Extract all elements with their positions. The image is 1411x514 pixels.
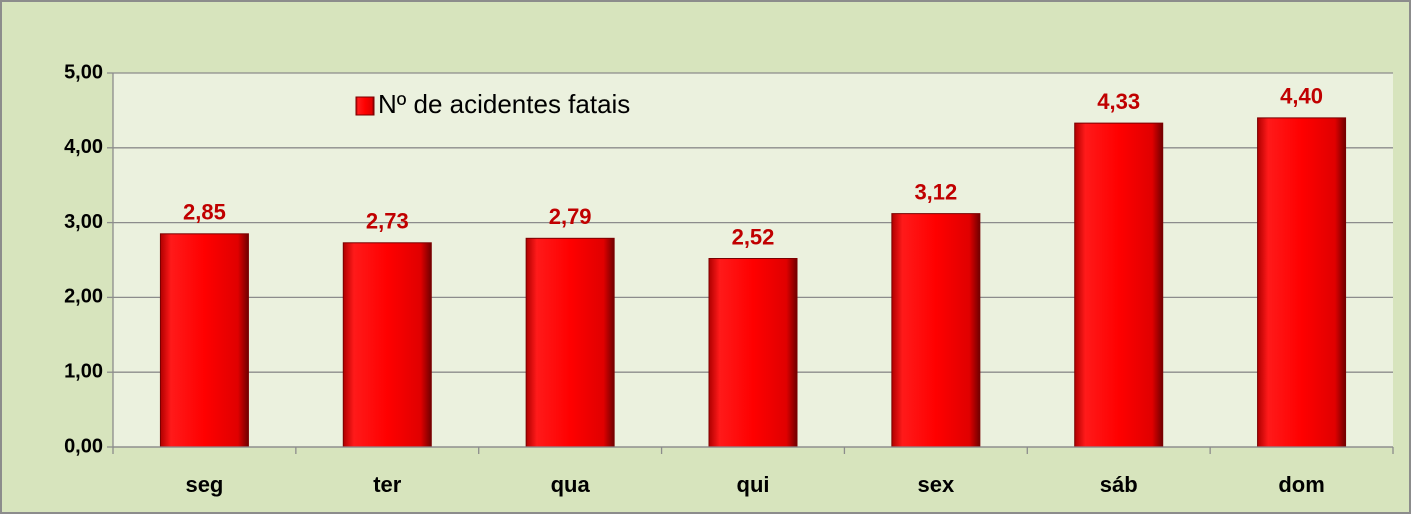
bar bbox=[891, 213, 981, 448]
y-tick-label: 2,00 bbox=[64, 286, 103, 308]
y-tick-label: 5,00 bbox=[64, 61, 103, 83]
legend-label: Nº de acidentes fatais bbox=[378, 89, 630, 119]
y-tick-label: 0,00 bbox=[64, 435, 103, 457]
x-tick-label: qui bbox=[737, 472, 770, 497]
y-tick-label: 4,00 bbox=[64, 136, 103, 158]
data-label: 2,79 bbox=[549, 204, 592, 229]
bar bbox=[342, 242, 432, 448]
bar bbox=[708, 258, 798, 448]
bar bbox=[1257, 117, 1347, 448]
data-label: 2,73 bbox=[366, 209, 409, 234]
data-label: 2,52 bbox=[732, 224, 775, 249]
x-tick-label: sáb bbox=[1100, 472, 1138, 497]
x-tick-label: dom bbox=[1278, 472, 1324, 497]
bar bbox=[1074, 122, 1164, 448]
x-tick-label: seg bbox=[185, 472, 223, 497]
y-tick-label: 3,00 bbox=[64, 211, 103, 233]
bar bbox=[525, 237, 615, 448]
data-label: 2,85 bbox=[183, 200, 226, 225]
legend-swatch bbox=[355, 96, 375, 116]
y-tick-label: 1,00 bbox=[64, 360, 103, 382]
data-label: 3,12 bbox=[914, 179, 957, 204]
x-tick-label: sex bbox=[917, 472, 954, 497]
data-label: 4,40 bbox=[1280, 84, 1323, 109]
data-label: 4,33 bbox=[1097, 89, 1140, 114]
x-tick-label: ter bbox=[373, 472, 402, 497]
x-tick-label: qua bbox=[551, 472, 591, 497]
bar bbox=[159, 233, 249, 448]
